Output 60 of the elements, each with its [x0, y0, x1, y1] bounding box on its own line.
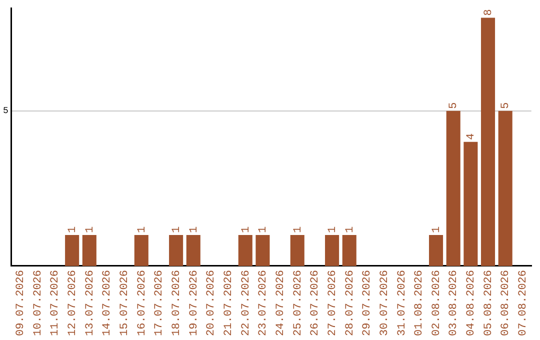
x-tick-label: 23.07.2026: [258, 270, 270, 336]
bar: [446, 110, 460, 266]
x-tick-label: 27.07.2026: [326, 270, 339, 336]
x-tick-label: 21.07.2026: [222, 270, 235, 336]
x-tick-label: 04.08.2026: [466, 270, 478, 336]
x-tick-label: 14.07.2026: [102, 270, 114, 336]
data-label: 1: [170, 226, 183, 233]
bar: [325, 234, 340, 266]
x-tick-label: 02.08.2026: [430, 270, 443, 336]
data-label: 5: [500, 102, 512, 109]
bar: [65, 234, 80, 266]
data-label: 5: [448, 102, 460, 109]
bar: [342, 234, 356, 266]
bar: [480, 18, 496, 266]
x-tick-label: 09.07.2026: [14, 270, 27, 336]
bar: [464, 142, 478, 266]
x-tick-label: 28.07.2026: [344, 270, 356, 336]
data-label: 1: [84, 226, 96, 233]
data-label: 1: [258, 226, 270, 233]
data-label: 1: [136, 226, 148, 233]
bar: [186, 234, 200, 266]
x-tick-label: 13.07.2026: [84, 270, 96, 336]
bar: [498, 110, 512, 266]
data-label: 1: [188, 226, 200, 233]
x-tick-label: 31.07.2026: [396, 270, 408, 336]
x-tick-label: 03.08.2026: [448, 270, 460, 336]
bar: [238, 234, 252, 266]
x-tick-label: 01.08.2026: [414, 270, 426, 336]
bar: [256, 234, 270, 266]
x-tick-label: 20.07.2026: [206, 270, 218, 336]
x-tick-label: 29.07.2026: [362, 270, 374, 336]
x-tick-label: 12.07.2026: [66, 270, 79, 336]
x-tick-label: 26.07.2026: [310, 270, 322, 336]
data-label: 1: [292, 226, 304, 233]
x-tick-label: 30.07.2026: [378, 270, 391, 336]
x-tick-label: 22.07.2026: [240, 270, 252, 336]
data-label: 1: [240, 226, 252, 233]
bar: [290, 234, 304, 266]
bar: [428, 234, 444, 266]
x-tick-label: 17.07.2026: [154, 270, 166, 336]
data-label: 4: [466, 132, 478, 140]
x-tick-label: 06.08.2026: [500, 270, 512, 336]
x-tick-label: 07.08.2026: [518, 270, 530, 336]
data-label: 1: [66, 226, 79, 233]
data-label: 1: [326, 226, 339, 233]
x-tick-label: 18.07.2026: [170, 270, 183, 336]
x-tick-label: 25.07.2026: [292, 270, 304, 336]
bar: [169, 234, 184, 266]
x-tick-label: 05.08.2026: [482, 270, 495, 336]
x-tick-label: 15.07.2026: [118, 270, 131, 336]
data-label: 1: [344, 226, 356, 233]
x-tick-label: 11.07.2026: [50, 270, 62, 336]
data-label: 8: [482, 9, 495, 16]
data-label: 1: [430, 226, 443, 233]
bar: [134, 234, 148, 266]
bar: [82, 234, 96, 266]
x-tick-label: 10.07.2026: [32, 270, 44, 336]
x-tick-label: 19.07.2026: [188, 270, 200, 336]
x-tick-label: 16.07.2026: [136, 270, 148, 336]
x-tick-label: 24.07.2026: [274, 270, 287, 336]
